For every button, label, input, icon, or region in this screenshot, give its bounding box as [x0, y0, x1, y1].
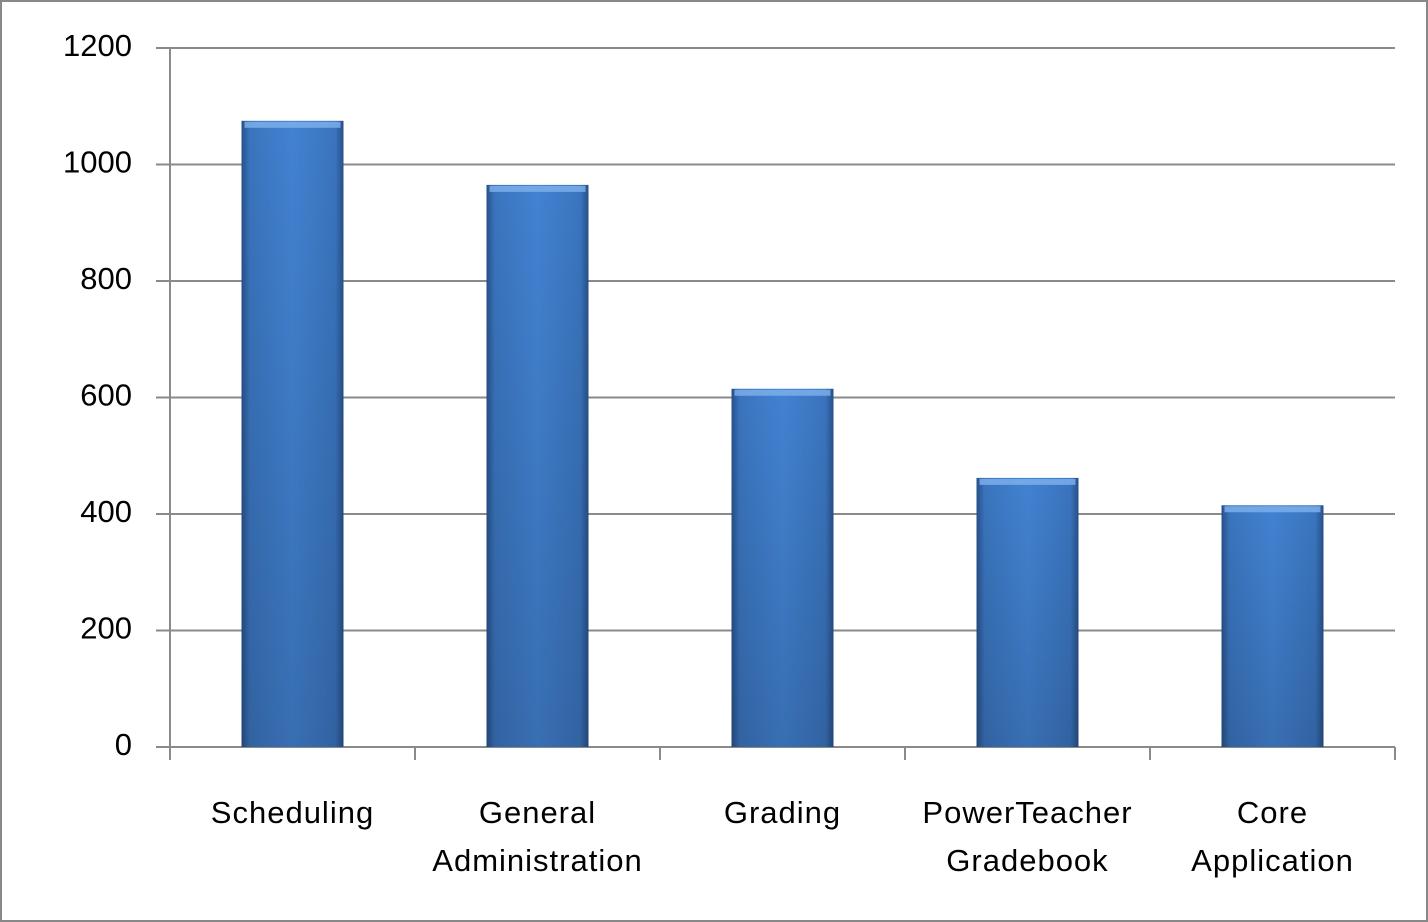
bar — [241, 120, 344, 747]
bar-shade — [486, 184, 589, 747]
x-tick-label: PowerTeacher Gradebook — [922, 795, 1133, 878]
y-tick-label: 800 — [80, 261, 132, 296]
y-tick-label: 200 — [80, 611, 132, 646]
bar — [976, 477, 1079, 747]
bar — [1221, 505, 1324, 747]
bar-shade — [731, 388, 834, 747]
bar-cap — [1224, 506, 1321, 513]
y-tick-label: 1200 — [63, 28, 132, 63]
bar-cap — [979, 478, 1076, 485]
bar-cap — [489, 185, 586, 192]
x-tick-label: Scheduling — [210, 795, 375, 830]
y-tick-label: 600 — [80, 378, 132, 413]
y-tick-label: 400 — [80, 494, 132, 529]
bar-cap — [244, 121, 341, 128]
x-tick-label: Grading — [723, 795, 842, 830]
y-tick-label: 1000 — [63, 145, 132, 180]
bar — [731, 388, 834, 747]
bar-cap — [734, 389, 831, 396]
x-tick-label: General Administration — [432, 795, 643, 878]
x-tick-label: Core Application — [1191, 795, 1354, 878]
bar-shade — [976, 477, 1079, 747]
bar-shade — [241, 120, 344, 747]
bar-shade — [1221, 505, 1324, 747]
bar — [486, 184, 589, 747]
y-tick-label: 0 — [115, 727, 132, 762]
